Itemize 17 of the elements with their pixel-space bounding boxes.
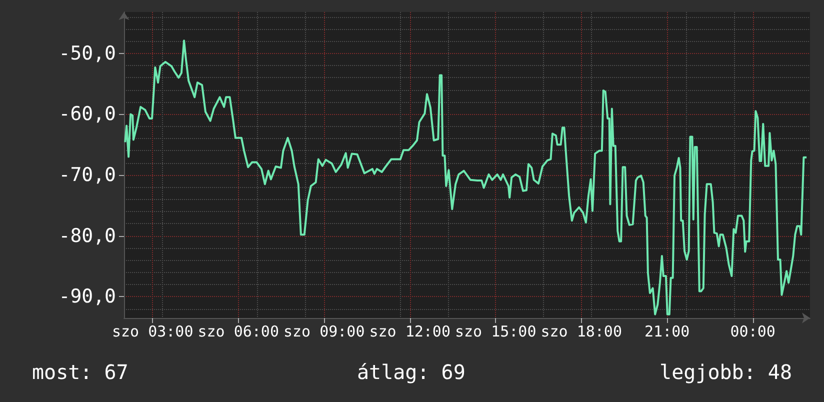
y-tick-label: -50,0 [58, 42, 116, 64]
x-tick-label: szo 09:00 [283, 322, 365, 340]
text: legjobb: 48 [660, 360, 792, 384]
text: most: 67 [32, 360, 128, 384]
y-tick-label: -90,0 [58, 286, 116, 308]
y-tick-label: -80,0 [58, 224, 116, 247]
y-tick-label: -60,0 [58, 103, 116, 126]
x-tick-label: szo 12:00 [369, 322, 450, 340]
x-tick-label: 00:00 [730, 322, 776, 340]
line-series [124, 40, 808, 316]
x-tick-label: szo 03:00 [112, 322, 194, 340]
text: átlag: 69 [357, 360, 466, 384]
x-tick-label: 21:00 [644, 322, 690, 340]
x-tick-label: szo 15:00 [454, 322, 536, 340]
x-tick-label: szo 06:00 [198, 322, 279, 340]
y-tick-label: -70,0 [58, 164, 116, 186]
x-tick-label: szo 18:00 [540, 322, 622, 340]
